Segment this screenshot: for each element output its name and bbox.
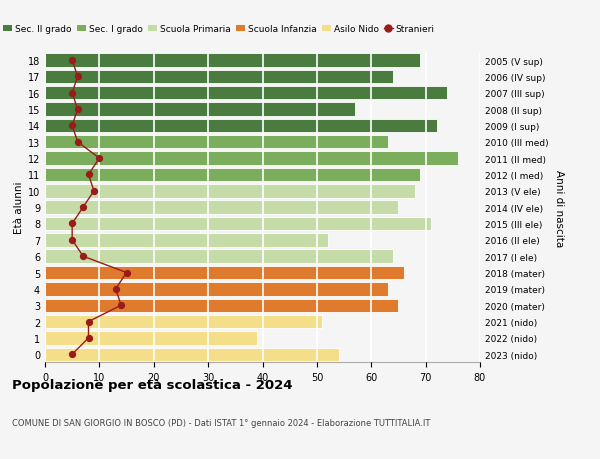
Bar (45, 152, 458, 165)
Bar (45, 54, 420, 67)
Point (84, 335, 94, 342)
Bar (45, 283, 388, 296)
Legend: Sec. II grado, Sec. I grado, Scuola Primaria, Scuola Infanzia, Asilo Nido, Stran: Sec. II grado, Sec. I grado, Scuola Prim… (0, 22, 438, 38)
Bar (45, 331, 257, 345)
Bar (45, 103, 355, 117)
Bar (45, 71, 393, 84)
Bar (45, 87, 448, 100)
Point (84, 171, 94, 179)
Y-axis label: Anni di nascita: Anni di nascita (554, 169, 564, 246)
Point (78, 253, 88, 260)
Bar (45, 299, 398, 312)
Point (67, 90, 77, 97)
Bar (45, 185, 415, 198)
Bar (45, 266, 404, 280)
Point (67, 237, 77, 244)
Point (67, 57, 77, 65)
Bar (45, 250, 393, 263)
Bar (45, 348, 338, 361)
Point (95, 155, 104, 162)
Bar (45, 234, 328, 247)
Point (78, 204, 88, 211)
Bar (45, 168, 420, 182)
Point (67, 123, 77, 130)
Point (73, 106, 82, 113)
Point (84, 318, 94, 325)
Point (67, 220, 77, 228)
Point (116, 302, 126, 309)
Point (73, 73, 82, 81)
Bar (45, 315, 322, 329)
Text: Popolazione per età scolastica - 2024: Popolazione per età scolastica - 2024 (12, 379, 293, 392)
Point (89, 188, 99, 195)
Bar (45, 201, 398, 214)
Bar (45, 119, 437, 133)
Bar (45, 217, 431, 231)
Point (122, 269, 131, 277)
Point (73, 139, 82, 146)
Point (111, 285, 121, 293)
Bar (45, 136, 388, 149)
Point (67, 351, 77, 358)
Y-axis label: Età alunni: Età alunni (14, 181, 23, 234)
Text: COMUNE DI SAN GIORGIO IN BOSCO (PD) - Dati ISTAT 1° gennaio 2024 - Elaborazione : COMUNE DI SAN GIORGIO IN BOSCO (PD) - Da… (12, 418, 430, 427)
